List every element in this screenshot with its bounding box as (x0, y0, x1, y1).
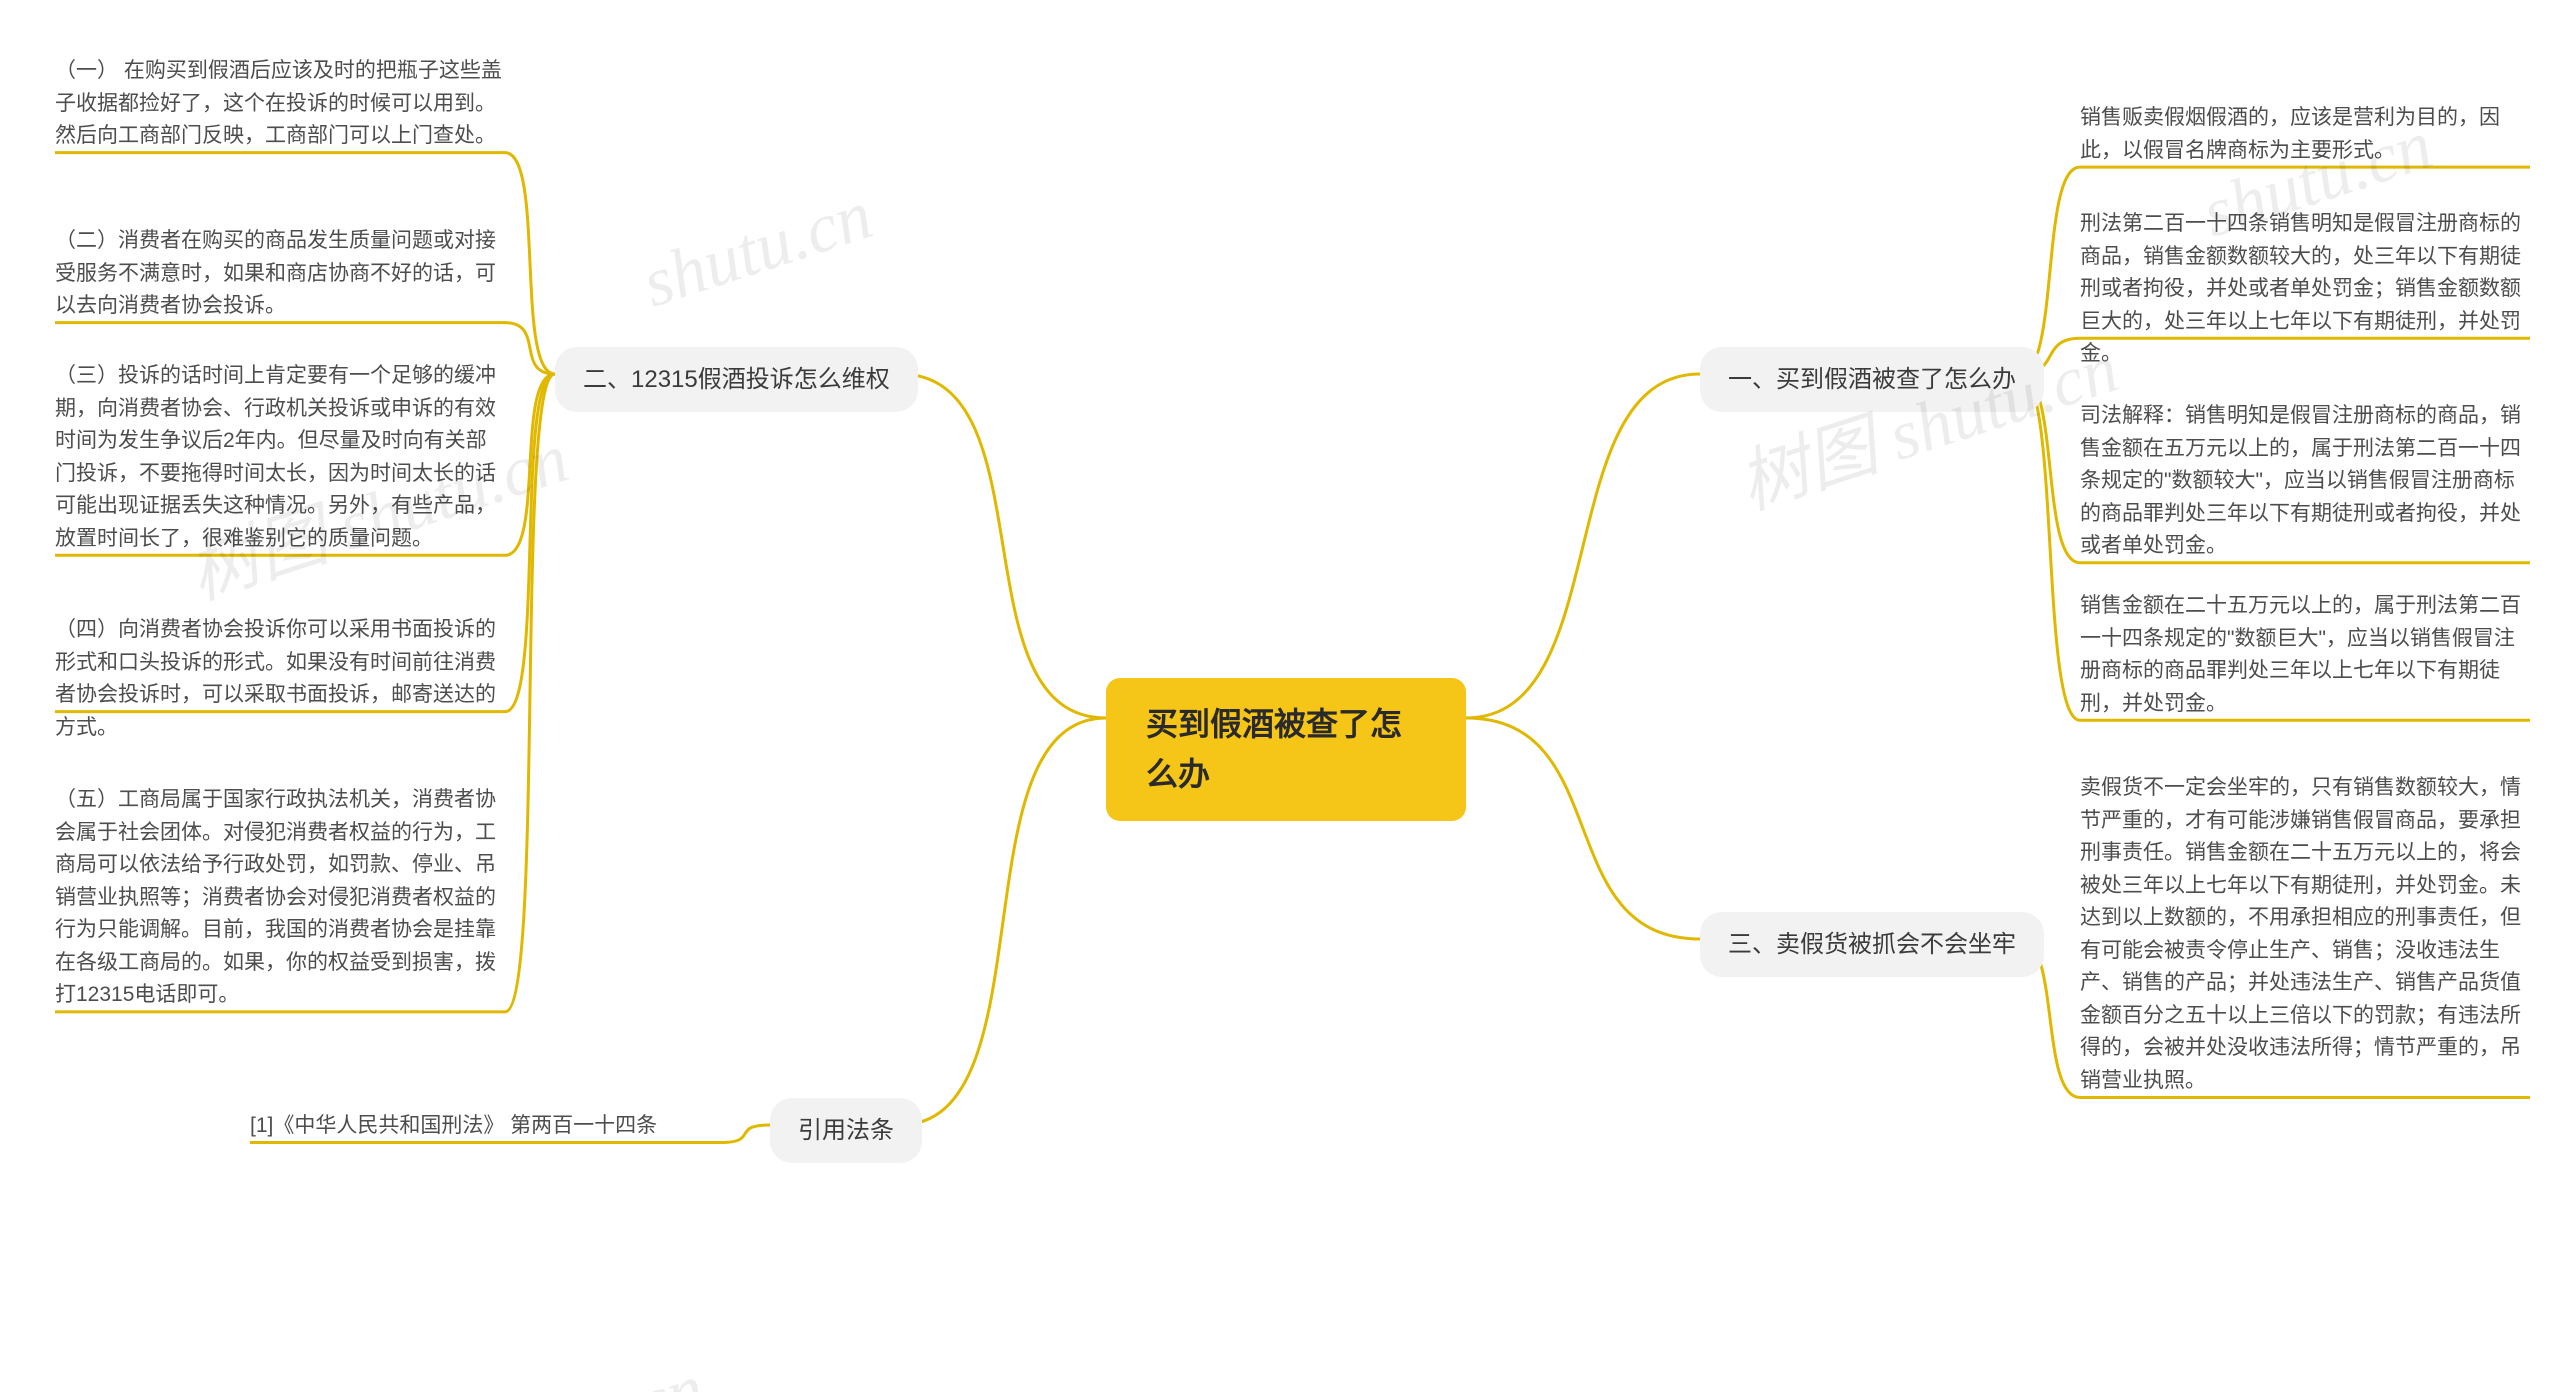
leaf-b2-3: （四）向消费者协会投诉你可以采用书面投诉的形式和口头投诉的形式。如果没有时间前往… (55, 614, 505, 744)
leaf-b1-0: 销售贩卖假烟假酒的，应该是营利为目的，因此，以假冒名牌商标为主要形式。 (2080, 102, 2530, 167)
branch-1[interactable]: 一、买到假酒被查了怎么办 (1700, 347, 2044, 412)
leaf-b4-0: [1]《中华人民共和国刑法》 第两百一十四条 (250, 1110, 710, 1143)
leaf-b1-2: 司法解释：销售明知是假冒注册商标的商品，销售金额在五万元以上的，属于刑法第二百一… (2080, 400, 2530, 563)
watermark: 树图 shutu.cn (1724, 312, 2129, 529)
branch-3[interactable]: 三、卖假货被抓会不会坐牢 (1700, 912, 2044, 977)
leaf-b2-2: （三）投诉的话时间上肯定要有一个足够的缓冲期，向消费者协会、行政机关投诉或申诉的… (55, 360, 505, 555)
root-node[interactable]: 买到假酒被查了怎么办 (1106, 678, 1466, 821)
branch-4[interactable]: 引用法条 (770, 1098, 922, 1163)
leaf-b1-1: 刑法第二百一十四条销售明知是假冒注册商标的商品，销售金额数额较大的，处三年以下有… (2080, 208, 2530, 371)
leaf-b2-4: （五）工商局属于国家行政执法机关，消费者协会属于社会团体。对侵犯消费者权益的行为… (55, 784, 505, 1012)
leaf-b2-1: （二）消费者在购买的商品发生质量问题或对接受服务不满意时，如果和商店协商不好的话… (55, 225, 505, 323)
branch-2[interactable]: 二、12315假酒投诉怎么维权 (555, 347, 918, 412)
watermark: shutu.cn (633, 176, 881, 325)
leaf-b1-3: 销售金额在二十五万元以上的，属于刑法第二百一十四条规定的"数额巨大"，应当以销售… (2080, 590, 2530, 720)
watermark: .cn (610, 1349, 714, 1392)
leaf-b2-0: （一） 在购买到假酒后应该及时的把瓶子这些盖子收据都捡好了，这个在投诉的时候可以… (55, 55, 505, 153)
leaf-b3-0: 卖假货不一定会坐牢的，只有销售数额较大，情节严重的，才有可能涉嫌销售假冒商品，要… (2080, 772, 2530, 1097)
